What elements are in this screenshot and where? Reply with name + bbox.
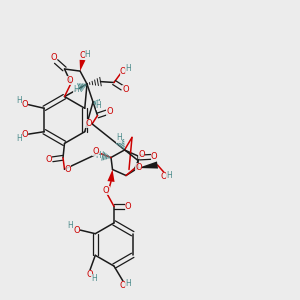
Text: H: H — [166, 171, 172, 180]
Text: O: O — [103, 186, 110, 195]
Text: O: O — [106, 106, 113, 116]
Text: O: O — [21, 100, 28, 109]
Text: O: O — [161, 172, 167, 181]
Text: O: O — [92, 147, 99, 156]
Text: O: O — [120, 67, 127, 76]
Text: O: O — [122, 85, 129, 94]
Text: O: O — [138, 150, 145, 159]
Text: H: H — [91, 274, 97, 283]
Polygon shape — [138, 161, 158, 169]
Polygon shape — [80, 59, 85, 71]
Text: O: O — [21, 130, 28, 139]
Text: H: H — [125, 279, 131, 288]
Text: H: H — [73, 85, 79, 94]
Text: H: H — [68, 221, 73, 230]
Text: H: H — [95, 100, 101, 109]
Text: O: O — [66, 76, 73, 85]
Text: H: H — [116, 134, 122, 142]
Text: O: O — [135, 163, 142, 172]
Text: O: O — [151, 152, 158, 161]
Text: O: O — [73, 226, 80, 235]
Text: H: H — [16, 96, 22, 105]
Text: O: O — [87, 270, 93, 279]
Text: O: O — [85, 119, 92, 128]
Polygon shape — [107, 169, 115, 182]
Text: O: O — [120, 280, 126, 290]
Text: H: H — [125, 64, 131, 73]
Text: H: H — [95, 151, 101, 160]
Text: H: H — [85, 50, 91, 59]
Text: O: O — [79, 51, 86, 60]
Text: O: O — [46, 155, 52, 164]
Text: O: O — [125, 202, 131, 211]
Text: H: H — [16, 134, 22, 143]
Text: O: O — [51, 53, 57, 62]
Text: O: O — [65, 165, 71, 174]
